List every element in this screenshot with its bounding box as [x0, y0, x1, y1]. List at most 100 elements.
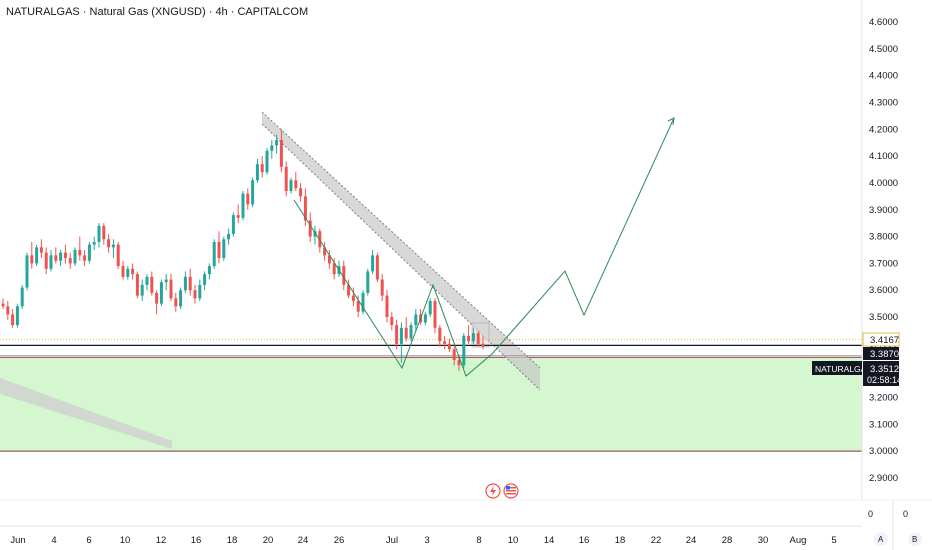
price-tick-label: 3.2000 [869, 393, 898, 404]
symbol-tag-box [812, 361, 862, 375]
candle-body [342, 266, 346, 285]
price-tick-label: 4.3000 [869, 97, 898, 108]
projection-path [293, 117, 675, 377]
candle-body [279, 140, 283, 167]
candle-body [92, 241, 96, 245]
candle-body [265, 150, 269, 173]
price-tick-label: 3.5000 [869, 312, 898, 323]
price-tag-gold-box [862, 332, 900, 347]
candle-body [169, 279, 173, 299]
price-tick-label: 3.7000 [869, 258, 898, 269]
price-tick-label: 3.6000 [869, 285, 898, 296]
price-tick-label: 3.9000 [869, 205, 898, 216]
time-tick-label: 16 [191, 535, 202, 546]
time-tick-label: 16 [579, 535, 590, 546]
candle-body [371, 255, 375, 272]
candle-body [25, 255, 29, 288]
candle-body [255, 164, 259, 181]
time-tick-label: 14 [544, 535, 555, 546]
candle-body [155, 292, 159, 304]
candle-body [380, 279, 384, 296]
candle-body [390, 317, 394, 326]
price-tag-dark-box [863, 347, 899, 360]
auto-scale-label: A [878, 535, 884, 544]
candle-body [44, 252, 48, 269]
candle-body [54, 255, 58, 261]
candle-body [452, 349, 456, 360]
candle-body [207, 266, 211, 275]
candle-body [198, 284, 202, 299]
symbol-title: NATURALGAS · Natural Gas (XNGUSD) · 4h ·… [6, 6, 309, 18]
candle-body [116, 244, 120, 267]
candle-body [270, 145, 274, 151]
price-tick-label: 3.1000 [869, 419, 898, 430]
candle-body [30, 255, 34, 264]
candle-body [236, 215, 240, 218]
time-tick-label: 10 [508, 535, 519, 546]
time-tick-label: 26 [334, 535, 345, 546]
candle-body [49, 255, 53, 269]
candle-body [131, 268, 135, 275]
candle-body [361, 292, 365, 312]
candle-body [428, 300, 432, 315]
auto-scale-button[interactable] [874, 532, 888, 546]
candle-body [241, 193, 245, 218]
price-tick-label: 4.0000 [869, 178, 898, 189]
time-axis[interactable]: Jun 4 6 10 12 16 18 20 24 26 Jul 3 8 10 14 16 18 22 24 28 30… [10, 535, 836, 546]
price-tick-label: 4.2000 [869, 124, 898, 135]
log-scale-button[interactable] [908, 532, 922, 546]
candle-body [203, 274, 207, 285]
candle-body [135, 274, 139, 296]
us-flag-event-icon[interactable] [503, 483, 519, 499]
candle-body [87, 244, 91, 261]
price-tick-label: 3.8000 [869, 232, 898, 243]
lightning-event-icon[interactable] [485, 483, 501, 499]
price-axis[interactable]: 4.6000 4.5000 4.4000 4.3000 4.2000 4.1000 4.00… [869, 17, 898, 484]
candle-body [366, 271, 370, 293]
candle-body [140, 284, 144, 296]
candle-body [68, 258, 72, 264]
price-tick-label: 2.9000 [869, 473, 898, 484]
time-tick-label: 6 [86, 535, 91, 546]
candle-body [150, 276, 154, 293]
candle-body [193, 290, 197, 299]
time-tick-label: 28 [722, 535, 733, 546]
countdown: 02:58:14 [867, 375, 902, 385]
candle-body [227, 233, 231, 240]
time-tick-label: 4 [51, 535, 56, 546]
price-tick-label: 4.1000 [869, 151, 898, 162]
candle-body [399, 327, 403, 344]
candle-body [308, 220, 312, 237]
candle-body [73, 250, 77, 264]
last-price-box [863, 361, 899, 386]
candle-body [313, 231, 317, 237]
symbol-tag: NATURALGAS [815, 364, 872, 374]
candle-body [183, 276, 187, 291]
candle-body [414, 314, 418, 326]
candle-body [409, 325, 413, 339]
candle-body [174, 298, 178, 307]
candle-body [11, 314, 15, 326]
candle-body [145, 276, 149, 285]
candle-body [443, 341, 447, 344]
candle-body [107, 239, 111, 248]
channel-upper-edge [261, 111, 541, 369]
time-tick-label: 5 [831, 535, 836, 546]
candle-body [275, 140, 279, 146]
candle-body [126, 268, 130, 277]
candle-body [159, 282, 163, 304]
candle-body [111, 244, 115, 248]
candle-body [83, 255, 87, 261]
candle-body [467, 335, 471, 342]
price-tick-label: 4.4000 [869, 71, 898, 82]
candle-body [481, 343, 485, 347]
candle-body [260, 164, 264, 173]
descending-channel [262, 112, 540, 390]
support-zone [0, 357, 862, 452]
candle-body [102, 225, 106, 240]
candle-body [423, 314, 427, 323]
candle-body [457, 359, 461, 366]
time-tick-label: 18 [227, 535, 238, 546]
candle-body [438, 327, 442, 342]
